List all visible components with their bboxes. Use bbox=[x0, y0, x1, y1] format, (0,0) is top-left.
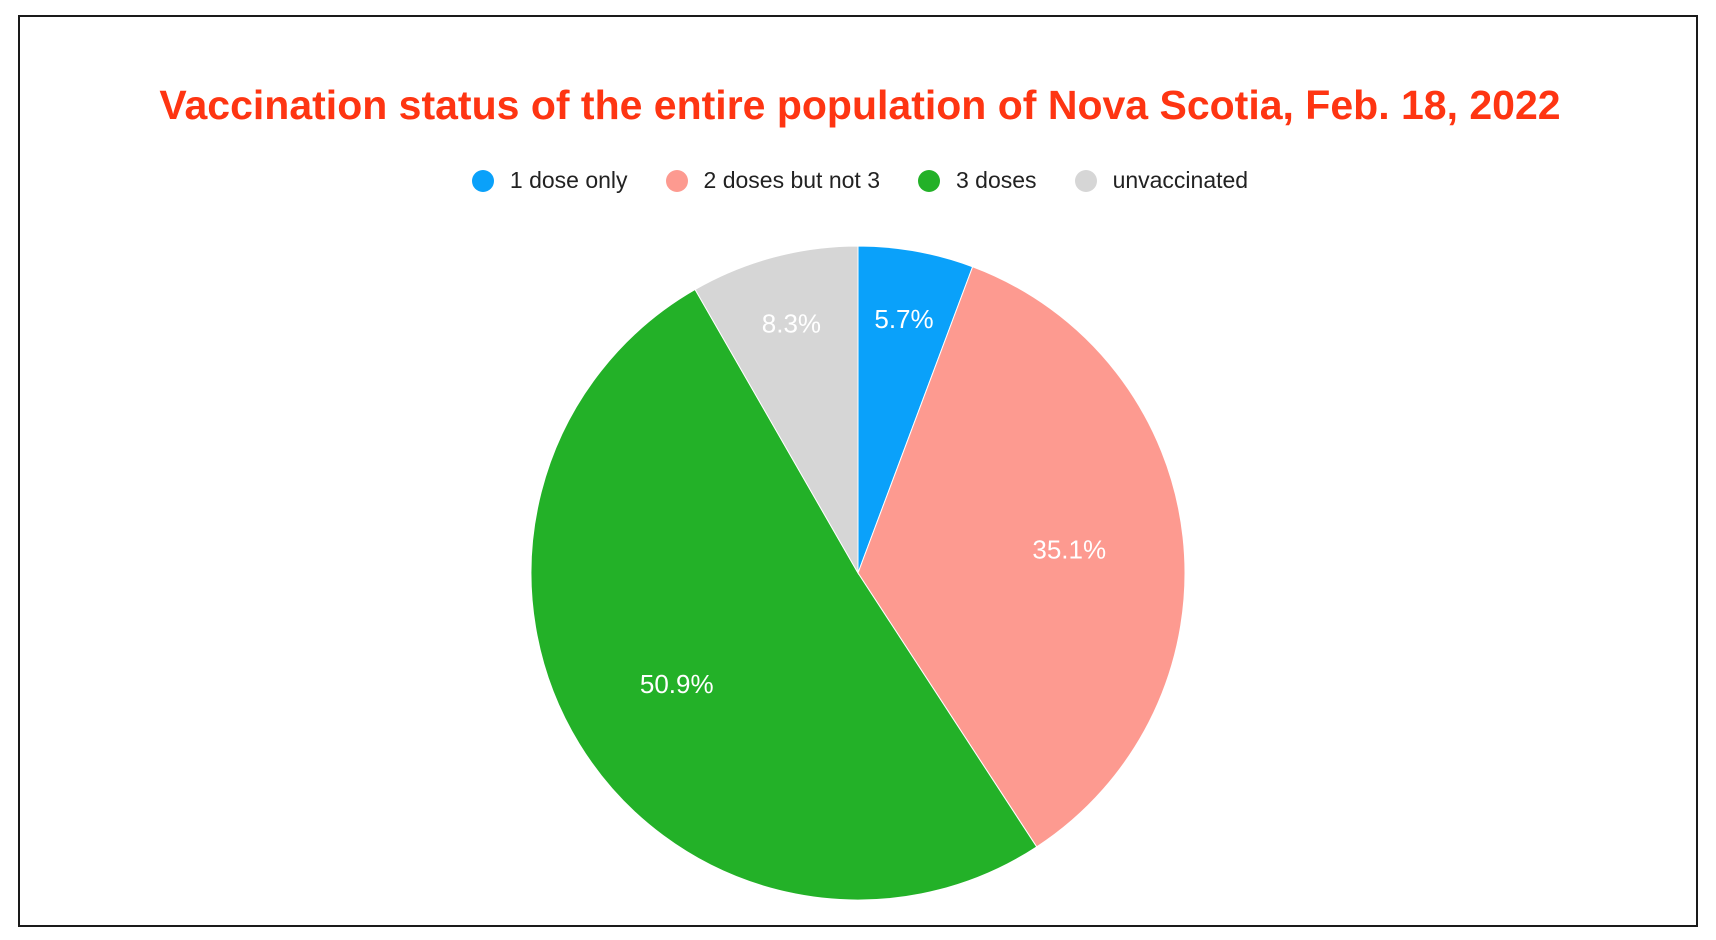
legend-item-2-doses[interactable]: 2 doses but not 3 bbox=[665, 167, 880, 194]
pie-slice-unvaccinated[interactable] bbox=[694, 245, 859, 575]
pie-slice-3-doses[interactable] bbox=[530, 288, 1038, 901]
legend-item-3-doses[interactable]: 3 doses bbox=[918, 167, 1037, 194]
legend-label: 3 doses bbox=[956, 167, 1037, 193]
legend-item-1-dose-only[interactable]: 1 dose only bbox=[471, 167, 628, 194]
slice-label-unvaccinated: 8.3% bbox=[762, 308, 821, 338]
legend-swatch bbox=[918, 169, 940, 192]
chart-title: Vaccination status of the entire populat… bbox=[159, 82, 1561, 128]
slice-label-2-doses-but-not-3: 35.1% bbox=[1032, 535, 1106, 565]
legend-swatch bbox=[471, 169, 494, 192]
slice-label-1-dose-only: 5.7% bbox=[874, 304, 933, 334]
legend-swatch bbox=[1074, 169, 1097, 192]
legend-label: 1 dose only bbox=[509, 167, 628, 193]
legend-label: 2 doses but not 3 bbox=[703, 167, 880, 193]
pie-slice-2-doses-but-not-3[interactable] bbox=[857, 266, 1186, 848]
legend-item-unvaccinated[interactable]: unvaccinated bbox=[1074, 167, 1249, 194]
legend-swatch bbox=[665, 169, 688, 192]
slice-label-3-doses: 50.9% bbox=[640, 669, 714, 699]
legend: 1 dose only 2 doses but not 3 3 doses un… bbox=[20, 167, 1700, 194]
legend-label: unvaccinated bbox=[1112, 167, 1249, 193]
